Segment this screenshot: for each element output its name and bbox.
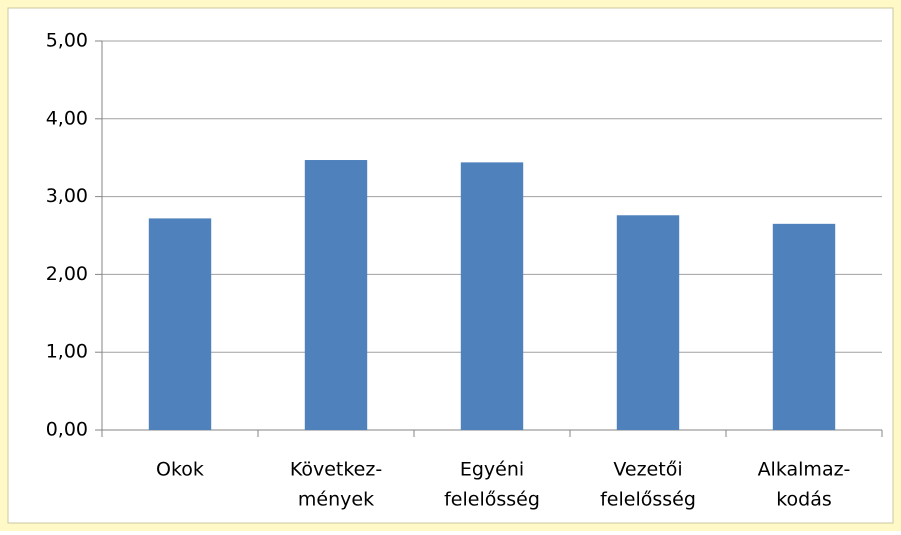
- y-tick-label: 0,00: [46, 419, 88, 441]
- y-tick-label: 3,00: [46, 185, 88, 207]
- bar: [460, 162, 524, 431]
- y-tick-label: 4,00: [46, 107, 88, 129]
- x-tick-label: kodás: [776, 489, 832, 511]
- x-tick-label: Következ-: [290, 459, 382, 481]
- bar: [616, 215, 680, 430]
- x-tick-label: Vezetői: [613, 459, 682, 481]
- y-tick-label: 2,00: [46, 263, 88, 285]
- x-tick-label: Okok: [156, 459, 204, 481]
- bar: [148, 218, 212, 430]
- y-tick-label: 5,00: [46, 30, 88, 52]
- x-tick-label: felelősség: [444, 489, 540, 511]
- y-tick-label: 1,00: [46, 341, 88, 363]
- chart-area: [7, 7, 894, 524]
- x-tick-label: Egyéni: [460, 459, 524, 481]
- bar: [772, 223, 836, 430]
- x-tick-label: felelősség: [600, 489, 696, 511]
- x-tick-label: mények: [298, 489, 374, 511]
- bar: [304, 160, 368, 430]
- x-tick-label: Alkalmaz-: [758, 459, 851, 481]
